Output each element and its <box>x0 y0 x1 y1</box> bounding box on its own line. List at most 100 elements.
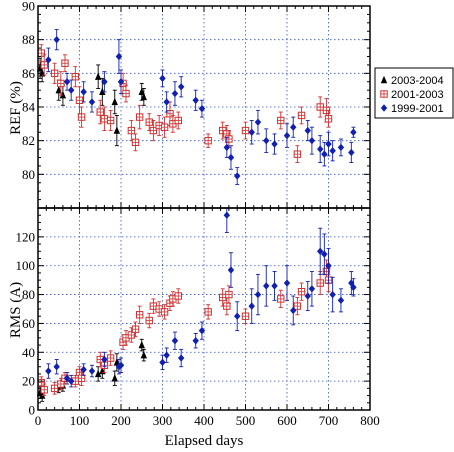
y-tick-label: 88 <box>22 32 35 47</box>
legend-marker-1 <box>380 90 388 98</box>
data-point-1999-2001 <box>171 337 179 345</box>
data-point-2003-2004 <box>99 87 106 96</box>
data-point-2001-2003 <box>131 138 140 147</box>
data-point-1999-2001 <box>304 126 311 135</box>
data-point-1999-2001 <box>159 74 166 83</box>
data-point-2001-2003 <box>131 325 140 333</box>
data-point-1999-2001 <box>283 279 291 287</box>
data-point-1999-2001 <box>337 296 345 305</box>
data-point-1999-2001 <box>254 118 262 126</box>
data-point-2003-2004 <box>111 374 118 382</box>
x-axis-title: Elapsed days <box>165 433 244 449</box>
data-point-1999-2001 <box>68 377 75 385</box>
top-y-axis-title: REF (%) <box>8 81 24 135</box>
data-point-2001-2003 <box>316 279 324 287</box>
data-point-1999-2001 <box>80 365 87 374</box>
data-point-2001-2003 <box>57 79 65 88</box>
data-point-1999-2001 <box>263 282 270 290</box>
legend-label-0: 2003-2004 <box>391 75 444 87</box>
data-point-2003-2004 <box>111 97 118 106</box>
data-point-1999-2001 <box>45 56 52 64</box>
data-point-1999-2001 <box>248 302 255 310</box>
data-point-1999-2001 <box>53 363 60 371</box>
data-point-1999-2001 <box>321 250 328 258</box>
y-tick-label: 100 <box>16 258 36 273</box>
data-point-2001-2003 <box>50 69 59 78</box>
data-point-1999-2001 <box>317 145 324 153</box>
data-point-2001-2003 <box>135 311 144 319</box>
y-tick-label: 80 <box>22 287 35 302</box>
data-point-1999-2001 <box>192 337 199 345</box>
data-point-1999-2001 <box>198 326 206 335</box>
data-point-2001-2003 <box>174 116 182 125</box>
data-point-1999-2001 <box>101 78 108 86</box>
data-point-1999-2001 <box>290 306 297 315</box>
data-point-2001-2003 <box>293 302 302 310</box>
data-point-2001-2003 <box>316 103 324 111</box>
legend-label-2: 1999-2001 <box>391 103 444 115</box>
data-point-2001-2003 <box>100 115 109 123</box>
legend-marker-0 <box>380 75 388 84</box>
data-point-2001-2003 <box>106 116 115 125</box>
data-point-1999-2001 <box>223 211 231 219</box>
legend-marker-2 <box>380 104 388 112</box>
data-point-2003-2004 <box>138 340 145 349</box>
data-point-2001-2003 <box>50 384 59 393</box>
data-point-1999-2001 <box>88 367 96 375</box>
data-point-1999-2001 <box>163 351 170 359</box>
data-point-2001-2003 <box>122 89 130 98</box>
data-point-1999-2001 <box>325 140 332 148</box>
data-point-2003-2004 <box>140 350 148 359</box>
y-tick-label: 40 <box>22 345 35 360</box>
data-point-2001-2003 <box>37 49 46 57</box>
data-point-2001-2003 <box>277 295 285 303</box>
data-point-2003-2004 <box>138 87 145 96</box>
y-tick-label: 82 <box>22 133 35 148</box>
data-point-1999-2001 <box>45 367 52 375</box>
data-point-2001-2003 <box>127 126 136 135</box>
data-point-2001-2003 <box>127 331 136 339</box>
data-point-1999-2001 <box>308 136 316 145</box>
y-tick-label: 0 <box>29 403 36 418</box>
data-point-2001-2003 <box>106 354 115 362</box>
legend-box <box>374 67 454 119</box>
y-tick-label: 84 <box>22 100 36 115</box>
data-point-1999-2001 <box>177 354 185 362</box>
data-point-2001-2003 <box>37 378 46 387</box>
data-point-1999-2001 <box>290 123 297 131</box>
data-point-2001-2003 <box>96 108 104 116</box>
data-point-2001-2003 <box>223 302 231 310</box>
x-tick-label: 400 <box>194 413 214 428</box>
data-point-1999-2001 <box>101 355 108 364</box>
y-tick-label: 20 <box>22 374 35 389</box>
data-point-2001-2003 <box>160 308 169 316</box>
y-tick-label: 120 <box>16 229 36 244</box>
data-point-2001-2003 <box>61 59 69 67</box>
y-tick-label: 60 <box>22 316 35 331</box>
data-point-2003-2004 <box>113 126 121 134</box>
data-point-1999-2001 <box>163 98 170 106</box>
x-tick-label: 200 <box>111 413 131 428</box>
bottom-panel-grid <box>38 208 370 410</box>
data-point-1999-2001 <box>227 266 235 274</box>
data-point-2003-2004 <box>94 369 102 378</box>
x-tick-label: 800 <box>360 413 380 428</box>
data-point-1999-2001 <box>198 104 206 113</box>
y-tick-label: 86 <box>22 66 36 81</box>
y-tick-label: 90 <box>22 0 35 14</box>
data-point-1999-2001 <box>53 35 60 44</box>
x-tick-label: 500 <box>236 413 256 428</box>
data-point-1999-2001 <box>223 143 231 152</box>
data-point-2001-2003 <box>204 136 212 145</box>
data-point-1999-2001 <box>317 247 324 255</box>
data-point-1999-2001 <box>248 128 255 136</box>
data-point-2001-2003 <box>166 110 174 118</box>
bottom-y-axis-title: RMS (A) <box>8 282 24 338</box>
data-point-1999-2001 <box>80 88 87 96</box>
x-tick-label: 100 <box>70 413 90 428</box>
data-point-1999-2001 <box>350 283 357 292</box>
data-point-2001-2003 <box>277 116 285 125</box>
data-point-2001-2003 <box>225 290 233 299</box>
data-point-1999-2001 <box>271 140 278 148</box>
